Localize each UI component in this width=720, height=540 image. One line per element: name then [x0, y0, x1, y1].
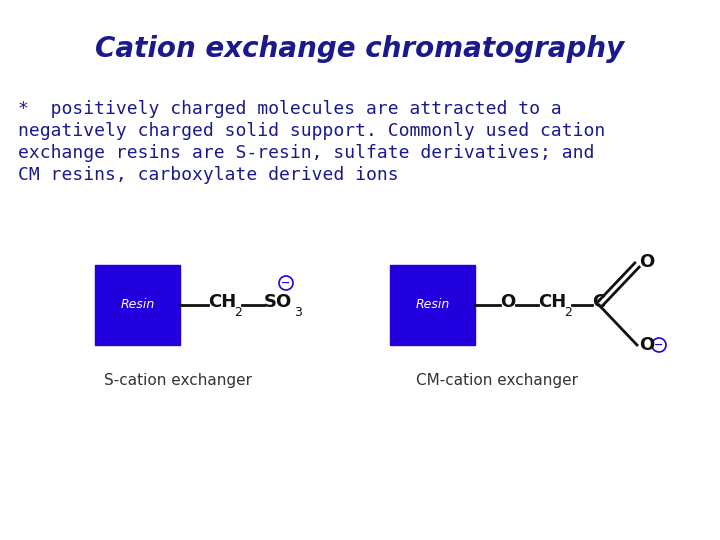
Text: O: O	[639, 253, 654, 271]
Bar	[95, 265, 180, 345]
Text: CM resins, carboxylate derived ions: CM resins, carboxylate derived ions	[18, 166, 399, 184]
Text: −: −	[282, 278, 291, 288]
Text: −: −	[654, 340, 664, 350]
Text: O: O	[500, 293, 516, 311]
Text: *  positively charged molecules are attracted to a: * positively charged molecules are attra…	[18, 100, 562, 118]
Text: negatively charged solid support. Commonly used cation: negatively charged solid support. Common…	[18, 122, 606, 140]
Text: Cation exchange chromatography: Cation exchange chromatography	[95, 35, 625, 63]
Text: 2: 2	[564, 306, 572, 319]
Text: 2: 2	[234, 306, 242, 319]
Text: C: C	[592, 293, 606, 311]
Bar	[390, 265, 475, 345]
Text: SO: SO	[264, 293, 292, 311]
Text: Resin: Resin	[415, 299, 449, 312]
Text: CH: CH	[538, 293, 566, 311]
Text: exchange resins are S-resin, sulfate derivatives; and: exchange resins are S-resin, sulfate der…	[18, 144, 595, 162]
Text: O: O	[639, 336, 654, 354]
Text: 3: 3	[294, 306, 302, 319]
Text: S-cation exchanger: S-cation exchanger	[104, 373, 251, 388]
Text: CH: CH	[208, 293, 236, 311]
Text: CM-cation exchanger: CM-cation exchanger	[416, 373, 578, 388]
Text: Resin: Resin	[120, 299, 155, 312]
